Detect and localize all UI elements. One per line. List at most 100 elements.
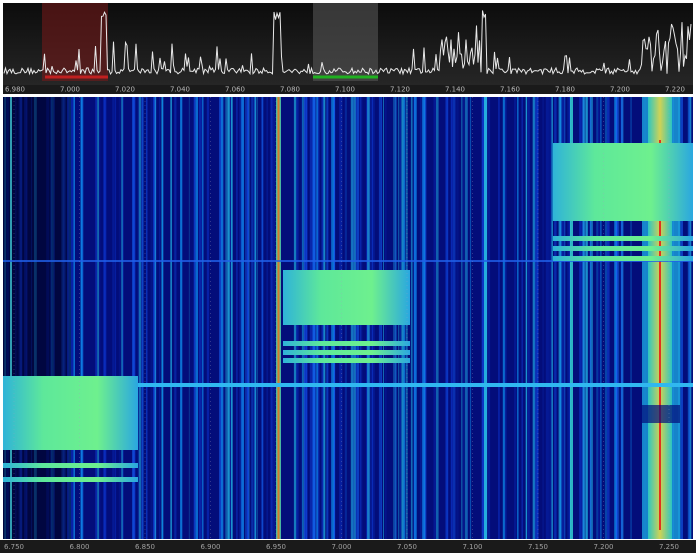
signal-stripe	[54, 97, 55, 539]
waterfall-axis-label: 7.000	[331, 543, 351, 551]
gray-selection[interactable]	[313, 3, 378, 81]
signal-stripe	[228, 97, 230, 539]
signal-stripe	[271, 97, 273, 539]
spectrum-axis-label: 7.060	[225, 86, 245, 94]
sdr-screen: 6.9807.0007.0207.0407.0607.0807.1007.120…	[0, 0, 696, 553]
signal-stripe	[103, 97, 106, 539]
signal-stripe	[533, 97, 535, 539]
waterfall-axis-label: 6.850	[135, 543, 155, 551]
transmission-line	[3, 463, 138, 468]
signal-stripe	[194, 97, 196, 539]
signal-stripe	[24, 97, 25, 539]
transmission-line	[283, 358, 410, 363]
signal-stripe	[162, 97, 163, 539]
spectrum-axis-label: 6.980	[5, 86, 25, 94]
signal-stripe	[528, 97, 530, 539]
signal-stripe	[424, 97, 425, 539]
signal-stripe	[207, 97, 209, 539]
transmission-block	[553, 143, 693, 221]
signal-stripe	[262, 97, 264, 539]
signal-stripe	[451, 97, 453, 539]
signal-stripe	[535, 97, 538, 539]
signal-stripe	[139, 97, 141, 539]
signal-stripe	[46, 97, 49, 539]
signal-stripe	[251, 97, 253, 539]
signal-stripe	[174, 97, 175, 539]
signal-stripe	[202, 97, 203, 539]
signal-stripe	[273, 97, 276, 539]
signal-stripe	[180, 97, 182, 539]
signal-stripe	[31, 97, 32, 539]
transmission-block	[3, 376, 138, 450]
signal-stripe	[434, 97, 437, 539]
signal-stripe	[266, 97, 268, 539]
spectrum-axis-label: 7.180	[555, 86, 575, 94]
signal-stripe	[225, 97, 227, 539]
waterfall-axis-label: 7.150	[528, 543, 548, 551]
transmission-line	[553, 236, 693, 241]
signal-stripe	[159, 97, 160, 539]
spectrum-axis-label: 7.140	[445, 86, 465, 94]
signal-stripe	[224, 97, 225, 539]
signal-stripe	[50, 97, 51, 539]
signal-stripe	[546, 97, 549, 539]
spectrum-axis-label: 7.020	[115, 86, 135, 94]
transmission-block	[283, 270, 410, 325]
signal-stripe	[514, 97, 516, 539]
signal-stripe	[517, 97, 519, 539]
signal-stripe	[97, 97, 98, 539]
signal-stripe	[19, 97, 22, 539]
signal-stripe	[231, 97, 233, 539]
spectrum-axis-label: 7.100	[335, 86, 355, 94]
transmission-line	[283, 341, 410, 346]
signal-stripe	[7, 97, 9, 539]
signal-stripe	[151, 97, 153, 539]
signal-stripe	[236, 97, 238, 539]
waterfall-axis-label: 7.050	[397, 543, 417, 551]
signal-stripe	[34, 97, 37, 539]
signal-stripe	[498, 97, 500, 539]
signal-stripe	[67, 97, 69, 539]
signal-stripe	[199, 97, 202, 539]
signal-stripe	[74, 97, 75, 539]
signal-stripe	[7, 97, 8, 539]
transmission-line	[283, 350, 410, 355]
signal-stripe	[142, 97, 144, 539]
signal-stripe	[521, 97, 523, 539]
signal-stripe	[446, 97, 449, 539]
spectrum-panel: 6.9807.0007.0207.0407.0607.0807.1007.120…	[3, 3, 693, 94]
signal-stripe	[15, 97, 17, 539]
signal-stripe	[461, 97, 463, 539]
transmission-line	[553, 246, 693, 251]
signal-stripe	[146, 97, 147, 539]
signal-stripe	[505, 97, 507, 539]
signal-stripe	[454, 97, 457, 539]
waterfall-axis-label: 6.800	[69, 543, 89, 551]
signal-stripe	[170, 97, 172, 539]
signal-stripe	[458, 97, 459, 539]
carrier-core	[278, 97, 280, 539]
spectrum-axis-label: 7.220	[665, 86, 685, 94]
signal-stripe	[255, 97, 256, 539]
signal-stripe	[249, 97, 250, 539]
waterfall	[3, 97, 693, 539]
signal-stripe	[18, 97, 19, 539]
signal-stripe	[470, 97, 471, 539]
waterfall-axis-label: 6.900	[200, 543, 220, 551]
signal-stripe	[414, 97, 417, 539]
signal-stripe	[81, 97, 83, 539]
signal-stripe	[155, 97, 157, 539]
signal-stripe	[114, 97, 115, 539]
signal-stripe	[463, 97, 465, 539]
spectrum-axis-label: 7.000	[60, 86, 80, 94]
waterfall-axis-label: 7.100	[462, 543, 482, 551]
strong-carrier	[484, 97, 487, 539]
signal-stripe	[119, 97, 121, 539]
spectrum-axis-label: 7.120	[390, 86, 410, 94]
signal-stripe	[241, 97, 244, 539]
strong-carrier	[10, 97, 12, 539]
waterfall-axis-label: 6.750	[4, 543, 24, 551]
signal-stripe	[189, 97, 190, 539]
signal-stripe	[176, 97, 177, 539]
waterfall-axis-label: 7.250	[659, 543, 679, 551]
